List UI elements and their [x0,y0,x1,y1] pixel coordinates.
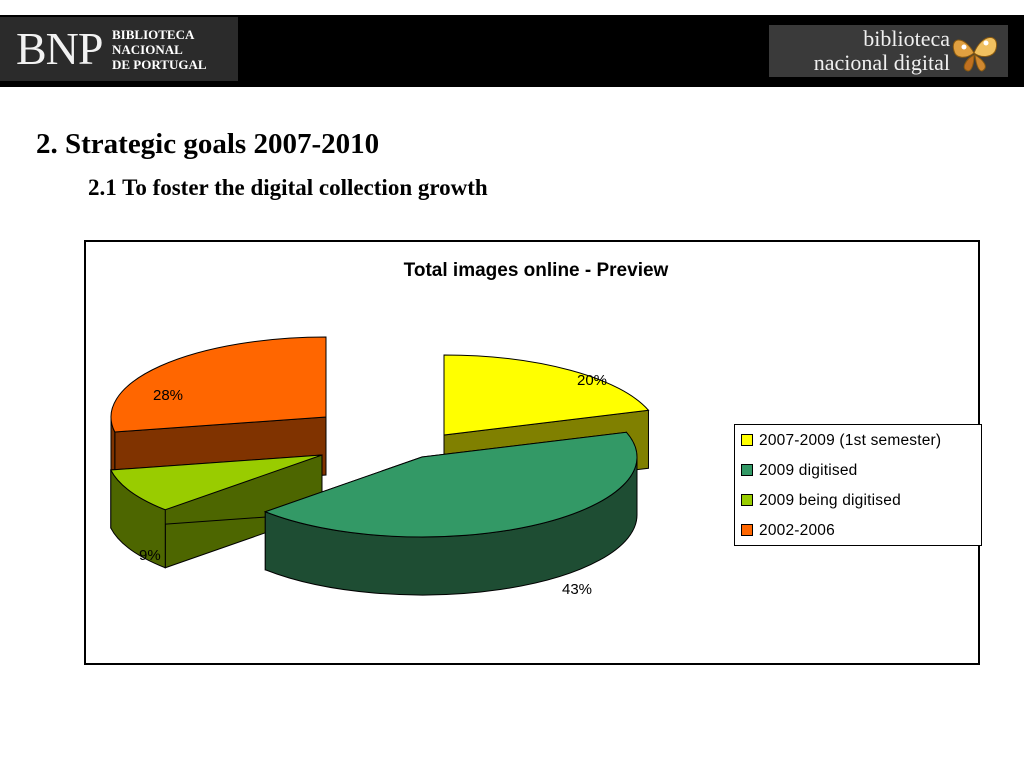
slice-2009-being-digitised [110,454,323,511]
legend-label: 2009 digitised [759,462,858,479]
slide-title: 2. Strategic goals 2007-2010 [36,128,380,160]
slice-label-2009-being-digitised: 9% [139,547,161,564]
bnp-logo-line: DE PORTUGAL [112,57,207,72]
legend-swatch [741,464,753,476]
bnd-logo[interactable]: biblioteca nacional digital [769,25,1008,77]
bnp-logo-text: BIBLIOTECA NACIONAL DE PORTUGAL [112,27,232,72]
slice-2007-2009 [443,354,650,436]
legend-label: 2009 being digitised [759,492,901,509]
legend-item: 2002-2006 [741,522,835,544]
legend-swatch [741,494,753,506]
chart-frame: Total images online - Preview 20% 43% 9%… [84,240,982,665]
slice-label-2002-2006: 28% [153,387,184,404]
bnp-logo[interactable]: BNP BIBLIOTECA NACIONAL DE PORTUGAL [0,17,238,81]
bnp-logo-line: NACIONAL [112,42,183,57]
chart-legend: 2007-2009 (1st semester) 2009 digitised … [734,424,982,546]
legend-item: 2007-2009 (1st semester) [741,432,941,454]
bnp-logo-letters: BNP [16,23,103,74]
legend-item: 2009 being digitised [741,492,901,514]
pie-chart [110,336,650,596]
legend-label: 2002-2006 [759,522,835,539]
legend-swatch [741,434,753,446]
legend-swatch [741,524,753,536]
slide-subtitle: 2.1 To foster the digital collection gro… [88,175,488,200]
header-bar: BNP BIBLIOTECA NACIONAL DE PORTUGAL bibl… [0,15,1024,87]
butterfly-icon [952,37,998,72]
slice-label-2009-digitised: 43% [562,581,593,598]
bnp-logo-line: BIBLIOTECA [112,27,195,42]
slice-label-2007-2009: 20% [577,372,608,389]
slice-2002-2006 [110,336,327,433]
bnd-logo-line: nacional digital [813,50,950,75]
legend-item: 2009 digitised [741,462,857,484]
legend-label: 2007-2009 (1st semester) [759,432,942,449]
bnd-logo-text: biblioteca nacional digital [814,27,950,75]
slice-2009-digitised [263,431,638,538]
chart-title: Total images online - Preview [403,260,669,281]
bnd-logo-line: biblioteca [863,26,950,51]
